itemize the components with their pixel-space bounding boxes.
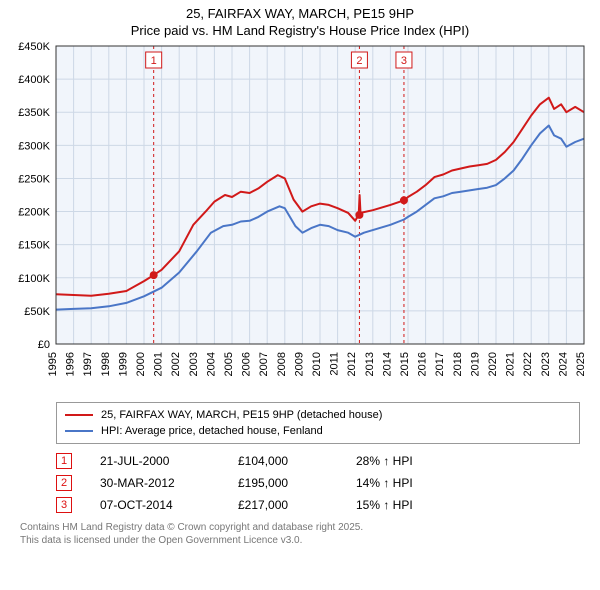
sale-price: £104,000 (238, 454, 328, 468)
svg-text:2012: 2012 (346, 352, 358, 376)
svg-text:2: 2 (356, 55, 362, 67)
svg-text:2014: 2014 (381, 352, 393, 376)
svg-text:2023: 2023 (540, 352, 552, 376)
legend-item: 25, FAIRFAX WAY, MARCH, PE15 9HP (detach… (65, 407, 571, 423)
chart-title: 25, FAIRFAX WAY, MARCH, PE15 9HP Price p… (0, 0, 600, 38)
svg-text:2007: 2007 (258, 352, 270, 376)
svg-text:1997: 1997 (82, 352, 94, 376)
legend-item: HPI: Average price, detached house, Fenl… (65, 423, 571, 439)
svg-text:2016: 2016 (417, 352, 429, 376)
sale-diff: 15% ↑ HPI (356, 498, 466, 512)
svg-text:2009: 2009 (293, 352, 305, 376)
sale-badge: 1 (56, 453, 72, 469)
title-line2: Price paid vs. HM Land Registry's House … (8, 23, 592, 38)
svg-text:1: 1 (151, 55, 157, 67)
legend-swatch (65, 414, 93, 416)
svg-text:2015: 2015 (399, 352, 411, 376)
svg-text:1995: 1995 (47, 352, 59, 376)
svg-text:2018: 2018 (452, 352, 464, 376)
svg-text:2006: 2006 (241, 352, 253, 376)
title-line1: 25, FAIRFAX WAY, MARCH, PE15 9HP (8, 6, 592, 21)
svg-text:£200K: £200K (18, 207, 50, 219)
sale-date: 07-OCT-2014 (100, 498, 210, 512)
svg-text:1998: 1998 (100, 352, 112, 376)
svg-text:2001: 2001 (153, 352, 165, 376)
svg-text:2002: 2002 (170, 352, 182, 376)
legend-label: HPI: Average price, detached house, Fenl… (101, 425, 323, 437)
sale-row: 2 30-MAR-2012 £195,000 14% ↑ HPI (56, 472, 580, 494)
sale-row: 3 07-OCT-2014 £217,000 15% ↑ HPI (56, 494, 580, 516)
svg-text:2011: 2011 (329, 352, 341, 376)
svg-text:£250K: £250K (18, 173, 50, 185)
svg-text:2005: 2005 (223, 352, 235, 376)
svg-text:1999: 1999 (117, 352, 129, 376)
svg-text:2008: 2008 (276, 352, 288, 376)
svg-text:£100K: £100K (18, 273, 50, 285)
svg-text:£300K: £300K (18, 140, 50, 152)
svg-text:£400K: £400K (18, 74, 50, 86)
svg-text:2025: 2025 (575, 352, 587, 376)
svg-text:2003: 2003 (188, 352, 200, 376)
sales-table: 1 21-JUL-2000 £104,000 28% ↑ HPI 2 30-MAR-201… (56, 450, 580, 516)
svg-text:£150K: £150K (18, 240, 50, 252)
svg-text:2013: 2013 (364, 352, 376, 376)
svg-text:2021: 2021 (505, 352, 517, 376)
svg-text:3: 3 (401, 55, 407, 67)
svg-text:2019: 2019 (469, 352, 481, 376)
svg-text:£50K: £50K (24, 306, 50, 318)
svg-text:2010: 2010 (311, 352, 323, 376)
svg-text:2004: 2004 (205, 352, 217, 376)
legend-swatch (65, 430, 93, 432)
chart-area: £0 £50K £100K £150K £200K £250K £300K £350K £400… (0, 38, 600, 398)
svg-text:2024: 2024 (557, 352, 569, 376)
svg-text:£0: £0 (38, 339, 50, 351)
footnote: Contains HM Land Registry data © Crown c… (20, 522, 580, 547)
svg-text:2000: 2000 (135, 352, 147, 376)
legend-label: 25, FAIRFAX WAY, MARCH, PE15 9HP (detach… (101, 409, 382, 421)
svg-text:£450K: £450K (18, 41, 50, 53)
footnote-line1: Contains HM Land Registry data © Crown c… (20, 522, 580, 535)
svg-text:2022: 2022 (522, 352, 534, 376)
sale-diff: 14% ↑ HPI (356, 476, 466, 490)
footnote-line2: This data is licensed under the Open Gov… (20, 535, 580, 548)
svg-text:2017: 2017 (434, 352, 446, 376)
svg-text:2020: 2020 (487, 352, 499, 376)
svg-text:£350K: £350K (18, 107, 50, 119)
sale-row: 1 21-JUL-2000 £104,000 28% ↑ HPI (56, 450, 580, 472)
sale-badge: 2 (56, 475, 72, 491)
sale-price: £195,000 (238, 476, 328, 490)
svg-text:1996: 1996 (65, 352, 77, 376)
sale-date: 30-MAR-2012 (100, 476, 210, 490)
sale-date: 21-JUL-2000 (100, 454, 210, 468)
sale-diff: 28% ↑ HPI (356, 454, 466, 468)
sale-badge: 3 (56, 497, 72, 513)
sale-price: £217,000 (238, 498, 328, 512)
legend: 25, FAIRFAX WAY, MARCH, PE15 9HP (detach… (56, 402, 580, 444)
